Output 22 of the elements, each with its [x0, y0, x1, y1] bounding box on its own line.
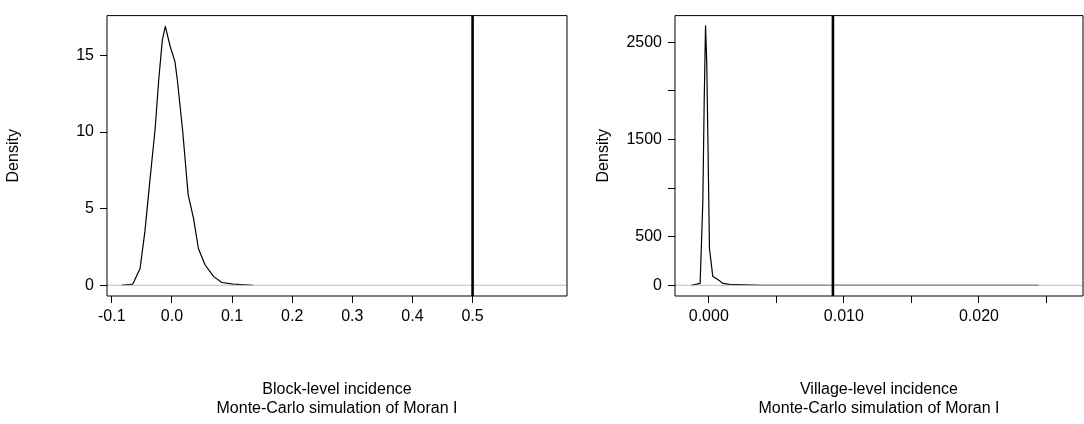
x-tick-label: 0.4 — [401, 307, 424, 325]
x-tick-label: 0.5 — [461, 307, 484, 325]
y-tick-label: 2500 — [626, 32, 663, 50]
x-tick-label: 0.010 — [823, 307, 864, 325]
x-tick-label: 0.000 — [688, 307, 729, 325]
y-axis-title: Density — [594, 129, 612, 183]
y-tick-label: 500 — [635, 227, 663, 245]
x-tick-label: 0.0 — [160, 307, 184, 325]
y-tick-label: 10 — [76, 122, 95, 140]
x-axis-title: Block-level incidence Monte-Carlo simulation of Moran I — [216, 379, 458, 416]
x-tick-label: 0.020 — [958, 307, 1000, 325]
x-tick-label: 0.2 — [281, 307, 304, 325]
y-tick-label: 0 — [85, 275, 95, 293]
x-axis-title: Village-level incidence Monte-Carlo simulation of Moran I — [758, 379, 1000, 416]
x-tick-label: -0.1 — [98, 307, 126, 325]
y-tick-label: 1500 — [626, 129, 663, 147]
x-tick-label: 0.3 — [341, 307, 364, 325]
y-tick-label: 5 — [85, 199, 95, 217]
y-tick-label: 15 — [76, 45, 95, 63]
y-tick-label: 0 — [653, 275, 663, 293]
x-tick-label: 0.1 — [220, 307, 244, 325]
y-axis-title: Density — [4, 129, 22, 183]
